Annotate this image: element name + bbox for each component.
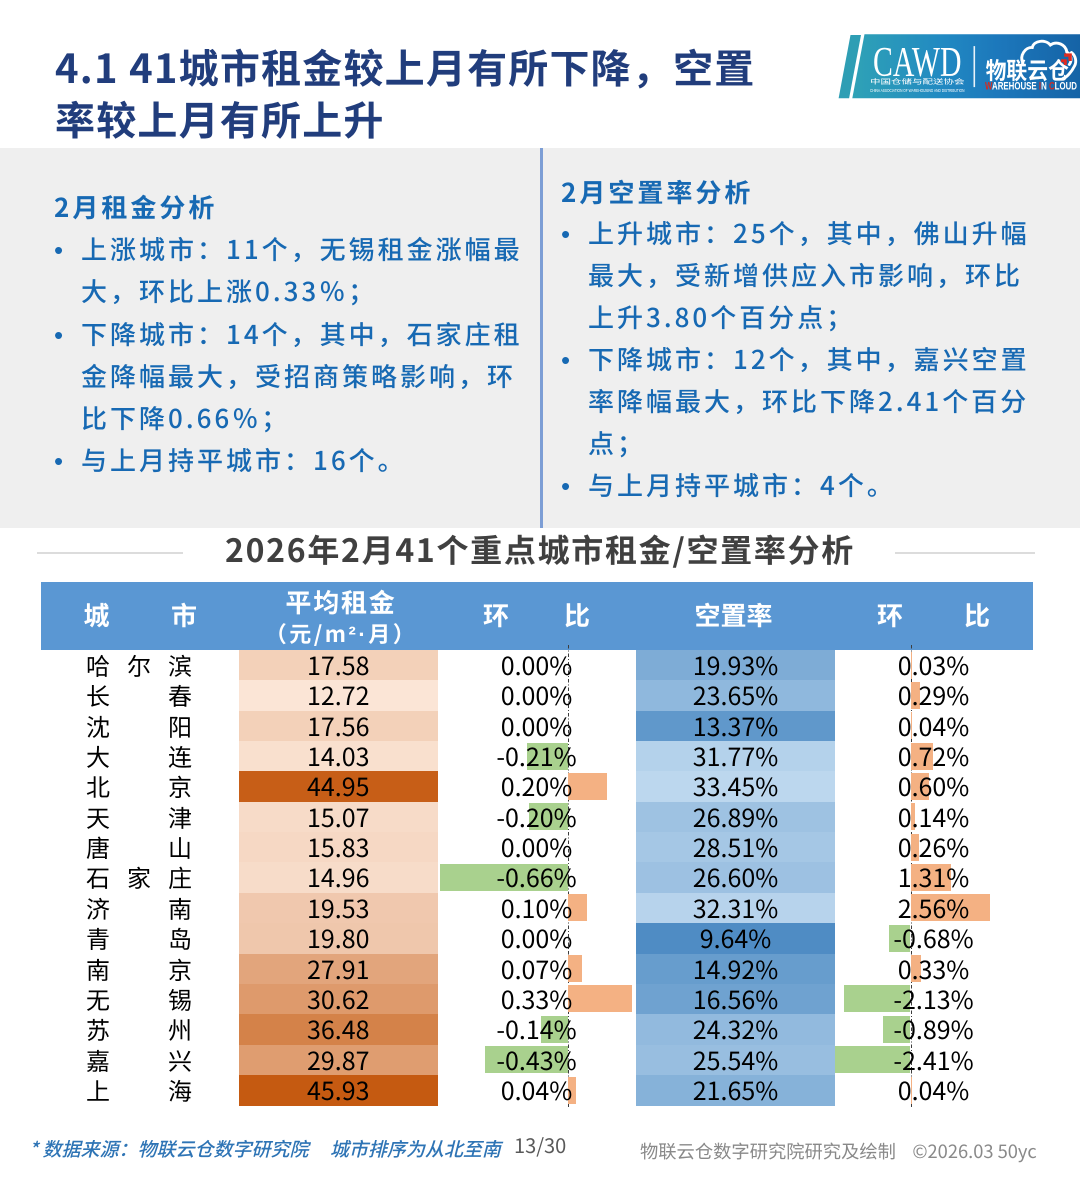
svg-text:物联云仓: 物联云仓 [986,52,1070,86]
svg-text:CAWD: CAWD [873,40,962,86]
svg-text:CHINA ASSOCIATION OF WAREHOUSI: CHINA ASSOCIATION OF WAREHOUSING AND DIS… [870,88,965,93]
svg-text:中国仓储与配送协会: 中国仓储与配送协会 [870,77,965,87]
svg-text:WAREHOUSE IN CLOUD: WAREHOUSE IN CLOUD [985,81,1077,93]
